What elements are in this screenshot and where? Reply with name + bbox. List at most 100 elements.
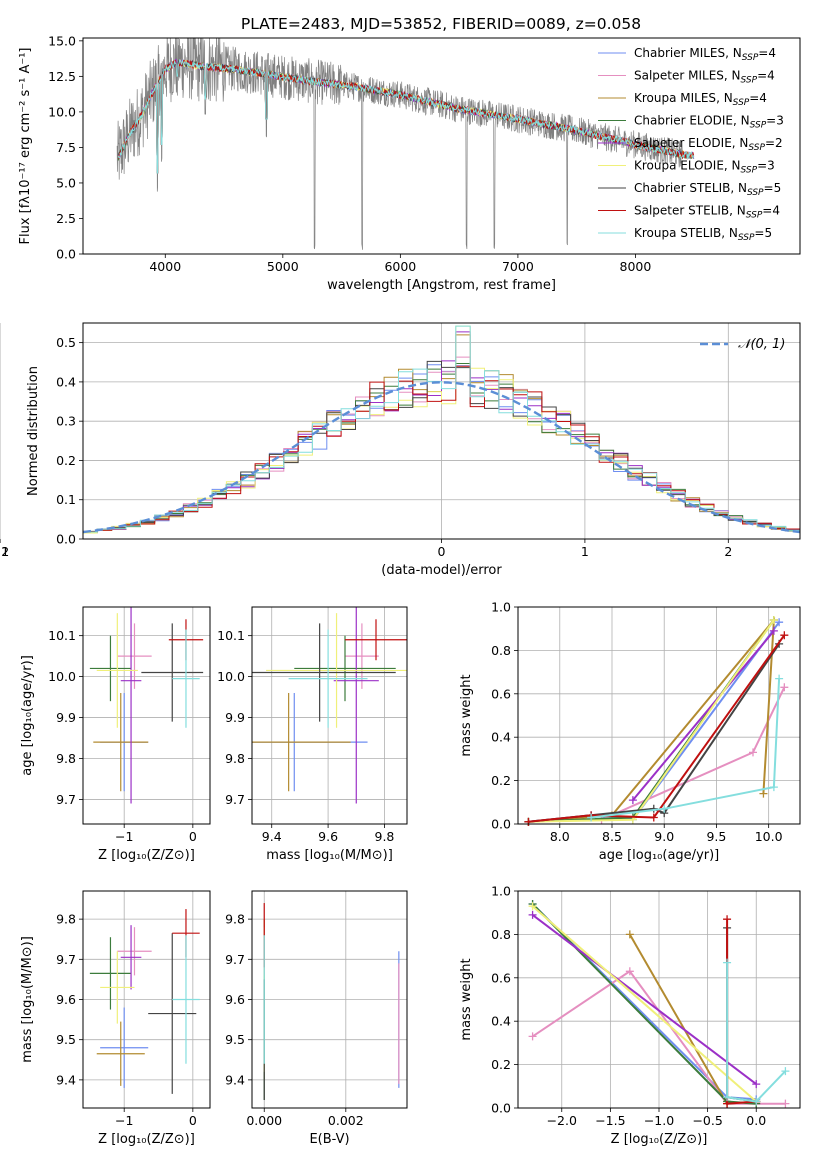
legend-nssp-subscript: SSP: [748, 143, 765, 153]
legend-nssp-eq: =: [766, 114, 776, 128]
legend-entry: Chabrier MILES, NSSP=4: [634, 46, 776, 63]
plot-frame: [82, 322, 801, 540]
y-tick-label: 10.0: [217, 669, 245, 684]
weight-point-marker: [775, 618, 784, 627]
y-tick-label: 9.7: [225, 952, 245, 967]
y-tick-label: 9.8: [225, 751, 245, 766]
y-tick-label: 9.6: [56, 992, 76, 1007]
weight-point-marker: [723, 915, 732, 924]
y-tick-label: 0.8: [491, 643, 511, 658]
weight-series-line: [726, 962, 787, 1103]
legend-entry: Kroupa ELODIE, NSSP=3: [634, 159, 775, 176]
legend-nssp-subscript: SSP: [741, 76, 758, 86]
y-tick-label: 0.0: [491, 817, 511, 832]
x-tick-label: 8000: [620, 259, 652, 274]
y-axis-label: mass weight: [459, 958, 474, 1040]
weight-point-marker: [723, 1093, 732, 1102]
legend-nssp-label: , N: [716, 91, 733, 105]
weight-point-marker: [625, 930, 634, 939]
legend-nssp-label: , N: [730, 181, 747, 195]
weight-point-marker: [759, 789, 768, 798]
weight-point-marker: [528, 910, 537, 919]
y-tick-label: 10.1: [217, 628, 245, 643]
legend-entry: Kroupa MILES, NSSP=4: [634, 91, 767, 108]
x-tick-label: 6000: [384, 259, 416, 274]
mass-vs-metallicity-panel: −1 0 9.4 9.5 9.6 9.7 9.8 Z [log₁₀(Z/Z⊙)] mass [l…: [20, 890, 211, 1147]
weight-point-marker: [775, 674, 784, 683]
y-tick-label: 10.0: [48, 104, 76, 119]
x-tick-label: 8.5: [602, 829, 622, 844]
x-axis-label: E(B-V): [309, 1132, 349, 1147]
y-tick-label: 12.5: [48, 69, 76, 84]
legend-nssp-value: 4: [759, 91, 767, 105]
residuals-panel: −2−1 0 1 2 0.0 0.1 0.2 0.3 0.4 0.5 (data-model)/er…: [0, 322, 801, 578]
y-axis-label: mass weight: [459, 674, 474, 756]
y-tick-label: 9.7: [225, 792, 245, 807]
legend-model-name: Salpeter STELIB: [634, 204, 729, 218]
weight-point-marker: [749, 748, 757, 757]
y-tick-label: 0.4: [491, 730, 511, 745]
legend-nssp-label: , N: [725, 46, 742, 60]
x-tick-label: −1: [115, 829, 133, 844]
y-axis-label: Normed distribution: [26, 366, 41, 496]
legend-nssp-value: 5: [764, 226, 772, 240]
plot-frame: [517, 890, 801, 1109]
legend-model-name: Kroupa STELIB: [634, 226, 721, 240]
y-axis-label: age [log₁₀(age/yr)]: [20, 655, 35, 776]
y-tick-label: 1.0: [491, 884, 511, 899]
x-tick-label: −1: [115, 1113, 133, 1128]
x-tick-label: 0.002: [328, 1113, 364, 1128]
legend-nssp-label: , N: [724, 159, 741, 173]
weight-point-marker: [752, 1080, 761, 1089]
x-tick-label: 10.0: [755, 829, 783, 844]
legend-nssp-label: , N: [721, 226, 738, 240]
x-tick-label: 1: [581, 544, 589, 559]
weight-point-marker: [587, 813, 596, 822]
residual-histogram-step: [83, 325, 800, 533]
x-tick-label: 9.5: [706, 829, 726, 844]
x-tick-label: 7000: [502, 259, 534, 274]
y-tick-label: 0.4: [491, 1014, 511, 1029]
weight-point-marker: [524, 817, 533, 826]
weight-vs-metallicity-panel: −2.0 −1.5 −1.0 −0.5 0.0 0.0 0.2 0.4 0.6 0.8 1.0 Z […: [459, 884, 801, 1147]
legend-entry: Chabrier ELODIE, NSSP=3: [634, 114, 784, 131]
spectrum-panel: 4000 5000 6000 7000 8000 0.0 2.5 5.0 7.5 10.0 12.5…: [18, 33, 801, 293]
weight-series-line: [531, 905, 757, 1103]
x-tick-label: −0.5: [692, 1113, 722, 1128]
weight-vs-age-panel: 8.0 8.5 9.0 9.5 10.0 0.0 0.2 0.4 0.6 0.8 1.0 age [l…: [459, 600, 801, 863]
legend-nssp-value: 2: [775, 136, 783, 150]
weight-series-line: [528, 634, 786, 823]
x-axis-label: Z [log₁₀(Z/Z⊙)]: [98, 848, 195, 863]
y-tick-label: 0.0: [491, 1101, 511, 1116]
residual-histogram-step: [83, 360, 800, 532]
legend-nssp-eq: =: [757, 159, 767, 173]
legend-model-name: Chabrier ELODIE: [634, 114, 733, 128]
legend-entry: Chabrier STELIB, NSSP=5: [634, 181, 781, 198]
weight-point-marker: [752, 1097, 761, 1106]
legend-nssp-eq: =: [758, 46, 768, 60]
model-fit-line: [117, 58, 695, 174]
weight-series-line: [590, 678, 781, 819]
x-tick-label: 9.0: [654, 829, 674, 844]
weight-point-marker: [528, 1032, 537, 1041]
y-tick-label: 9.8: [56, 912, 76, 927]
y-tick-label: 5.0: [56, 175, 76, 190]
y-tick-label: 9.4: [56, 1072, 76, 1087]
x-axis-label: Z [log₁₀(Z/Z⊙)]: [611, 1132, 708, 1147]
x-tick-label: 5000: [267, 259, 299, 274]
weight-series-line: [726, 927, 757, 1103]
y-tick-label: 0.2: [56, 453, 76, 468]
y-tick-label: 9.9: [225, 710, 245, 725]
legend-model-name: Chabrier MILES: [634, 46, 725, 60]
y-tick-label: 9.5: [56, 1032, 76, 1047]
x-axis-label: age [log₁₀(age/yr)]: [599, 848, 720, 863]
weight-point-marker: [769, 783, 778, 792]
plot-frame: [82, 890, 211, 1109]
y-axis-label: mass [log₁₀(M/M⊙)]: [20, 936, 35, 1063]
legend-nssp-subscript: SSP: [750, 121, 767, 131]
legend-nssp-subscript: SSP: [733, 98, 750, 108]
y-tick-label: 9.7: [56, 952, 76, 967]
legend-nssp-label: , N: [733, 114, 750, 128]
legend-nssp-label: , N: [732, 136, 749, 150]
